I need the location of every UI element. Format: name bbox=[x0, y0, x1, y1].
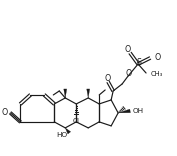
Polygon shape bbox=[64, 89, 67, 98]
Text: CH₃: CH₃ bbox=[151, 71, 163, 77]
Text: OH: OH bbox=[133, 108, 144, 114]
Text: O: O bbox=[104, 75, 110, 83]
Text: HO: HO bbox=[56, 132, 67, 138]
Text: O: O bbox=[126, 68, 132, 78]
Text: O: O bbox=[1, 108, 7, 117]
Text: O: O bbox=[125, 45, 131, 54]
Polygon shape bbox=[87, 89, 90, 98]
Polygon shape bbox=[118, 109, 130, 113]
Text: Cl: Cl bbox=[73, 118, 80, 124]
Polygon shape bbox=[65, 128, 71, 134]
Text: O: O bbox=[154, 53, 160, 62]
Text: S: S bbox=[137, 58, 142, 67]
